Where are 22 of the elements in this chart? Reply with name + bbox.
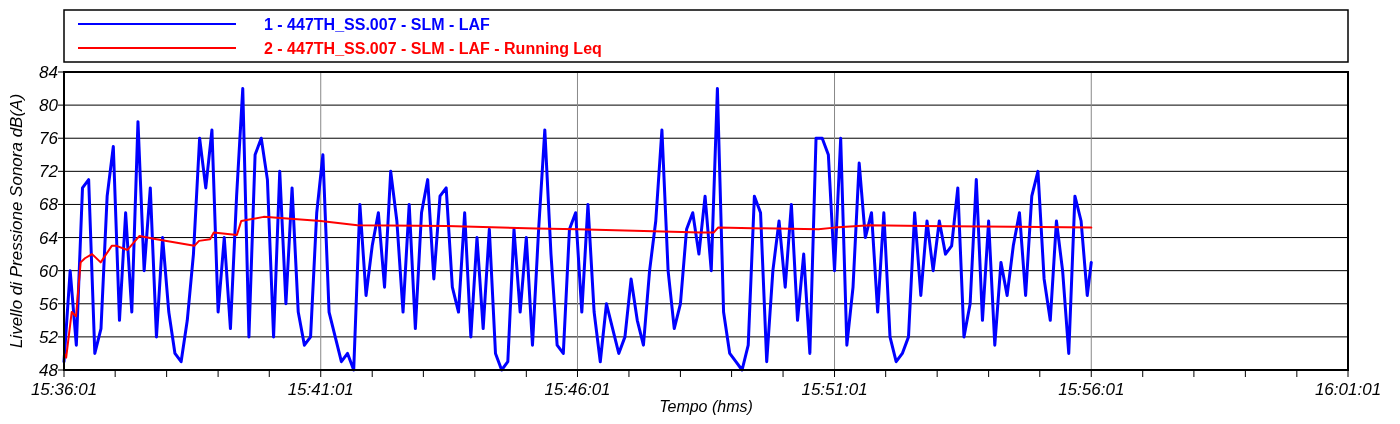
x-tick-label: 15:36:01 <box>30 380 98 399</box>
y-tick-label: 48 <box>39 360 59 380</box>
text: 1 - 447TH_SS.007 - SLM - LAF <box>264 15 491 33</box>
x-tick-label: 16:01:01 <box>1314 380 1382 399</box>
y-tick-label: 72 <box>39 162 59 182</box>
y-tick-label: 64 <box>39 228 58 248</box>
y-tick-label: 52 <box>39 327 59 347</box>
line-series <box>63 215 1093 359</box>
x-axis-title: Tempo (hms) <box>659 398 753 415</box>
x-tick-label: 15:56:01 <box>1058 380 1125 399</box>
text: 2 - 447TH_SS.007 - SLM - LAF - Running Leq <box>264 39 602 57</box>
x-tick-label: 15:41:01 <box>287 380 354 399</box>
line-series <box>62 87 1093 372</box>
y-tick-label: 68 <box>39 195 59 215</box>
x-tick-label: 15:51:01 <box>801 380 868 399</box>
x-tick-label: 15:46:01 <box>544 380 611 399</box>
y-tick-label: 56 <box>39 294 59 314</box>
y-tick-label: 84 <box>39 62 58 82</box>
y-tick-label: 80 <box>39 96 59 116</box>
y-tick-label: 76 <box>39 129 59 149</box>
y-axis-title: Livello di Pressione Sonora dB(A) <box>7 93 26 349</box>
y-tick-label: 60 <box>39 261 59 281</box>
